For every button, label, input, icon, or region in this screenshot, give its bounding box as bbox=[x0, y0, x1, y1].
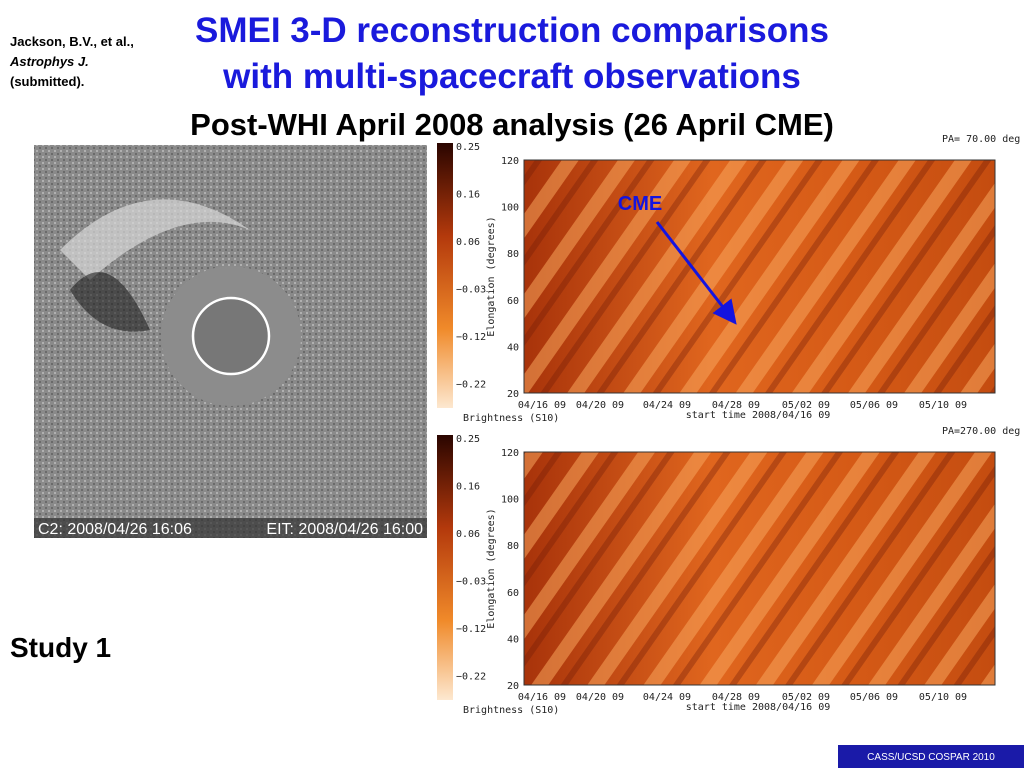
panels: 0.25 0.16 0.06 −0.03 −0.12 −0.22 Brightness (S… bbox=[437, 134, 1020, 716]
caption: EIT: 2008/04/26 16:00 bbox=[266, 521, 423, 538]
colorbar bbox=[437, 143, 453, 408]
j-map-texture bbox=[524, 160, 995, 393]
colorbar-tick-label: −0.22 bbox=[456, 672, 486, 683]
cme-arrow bbox=[655, 221, 737, 325]
cme-label: CME bbox=[618, 193, 662, 215]
y-tick-label: 80 bbox=[507, 541, 519, 552]
x-tick-label: 04/24 09 bbox=[643, 400, 691, 411]
citation-status: (submitted). bbox=[10, 74, 84, 89]
x-tick-label: 05/06 09 bbox=[850, 400, 898, 411]
colorbar-tick-label: 0.16 bbox=[456, 190, 480, 201]
colorbar-tick-label: 0.25 bbox=[456, 142, 480, 153]
colorbar-label: Brightness (S10) bbox=[463, 705, 559, 716]
pa-label: PA= 70.00 deg bbox=[942, 134, 1020, 145]
citation-journal: Astrophys J. bbox=[9, 54, 89, 69]
y-axis-label: Elongation (degrees) bbox=[486, 216, 497, 336]
x-tick-label: 04/20 09 bbox=[576, 692, 624, 703]
x-tick-label: 04/24 09 bbox=[643, 692, 691, 703]
y-tick-label: 40 bbox=[507, 342, 519, 353]
x-tick-label: 04/16 09 bbox=[518, 400, 566, 411]
y-tick-label: 100 bbox=[501, 495, 519, 506]
x-tick-label: 04/28 09 bbox=[712, 692, 760, 703]
y-axis-label: Elongation (degrees) bbox=[486, 508, 497, 628]
title-line: with multi-spacecraft observations bbox=[222, 57, 801, 96]
y-tick-label: 80 bbox=[507, 249, 519, 260]
colorbar-tick-label: 0.16 bbox=[456, 482, 480, 493]
footer: CASS/UCSD COSPAR 2010 bbox=[867, 752, 995, 763]
subtitle: Post-WHI April 2008 analysis (26 April C… bbox=[190, 107, 834, 142]
x-tick-label: 05/10 09 bbox=[919, 692, 967, 703]
pa-label: PA=270.00 deg bbox=[942, 426, 1020, 437]
colorbar-label: Brightness (S10) bbox=[463, 413, 559, 424]
coronagraph-image: C2: 2008/04/26 16:06 EIT: 2008/04/26 16:… bbox=[34, 145, 427, 538]
y-tick-label: 20 bbox=[507, 389, 519, 400]
colorbar bbox=[437, 435, 453, 700]
y-tick-label: 120 bbox=[501, 156, 519, 167]
citation-authors: Jackson, B.V., et al., bbox=[10, 34, 134, 49]
plot-frame bbox=[523, 159, 996, 394]
x-tick-label: 04/16 09 bbox=[518, 692, 566, 703]
x-tick-label: 05/10 09 bbox=[919, 400, 967, 411]
colorbar-tick-label: 0.06 bbox=[456, 237, 480, 248]
y-tick-label: 60 bbox=[507, 296, 519, 307]
colorbar-tick-label: −0.03 bbox=[456, 577, 486, 588]
x-tick-label: 05/02 09 bbox=[782, 400, 830, 411]
footer-box bbox=[838, 745, 1024, 768]
y-tick-label: 120 bbox=[501, 448, 519, 459]
y-tick-label: 40 bbox=[507, 634, 519, 645]
colorbar-tick-label: −0.03 bbox=[456, 285, 486, 296]
plot-frame bbox=[523, 451, 996, 686]
colorbar-tick-label: −0.12 bbox=[456, 624, 486, 635]
y-tick-label: 20 bbox=[507, 681, 519, 692]
x-tick-label: 04/20 09 bbox=[576, 400, 624, 411]
x-tick-label: 05/06 09 bbox=[850, 692, 898, 703]
colorbar-tick-label: −0.22 bbox=[456, 380, 486, 391]
x-tick-label: 05/02 09 bbox=[782, 692, 830, 703]
colorbar-tick-label: 0.25 bbox=[456, 434, 480, 445]
caption: C2: 2008/04/26 16:06 bbox=[38, 521, 192, 538]
y-tick-label: 100 bbox=[501, 203, 519, 214]
colorbar-tick-label: −0.12 bbox=[456, 332, 486, 343]
x-axis-label: start time 2008/04/16 09 bbox=[686, 410, 831, 421]
study-label: Study 1 bbox=[10, 632, 111, 663]
j-map-texture bbox=[524, 452, 995, 685]
colorbar-tick-label: 0.06 bbox=[456, 529, 480, 540]
y-tick-label: 60 bbox=[507, 588, 519, 599]
title-line: SMEI 3-D reconstruction comparisons bbox=[195, 11, 829, 50]
x-axis-label: start time 2008/04/16 09 bbox=[686, 702, 831, 713]
x-tick-label: 04/28 09 bbox=[712, 400, 760, 411]
